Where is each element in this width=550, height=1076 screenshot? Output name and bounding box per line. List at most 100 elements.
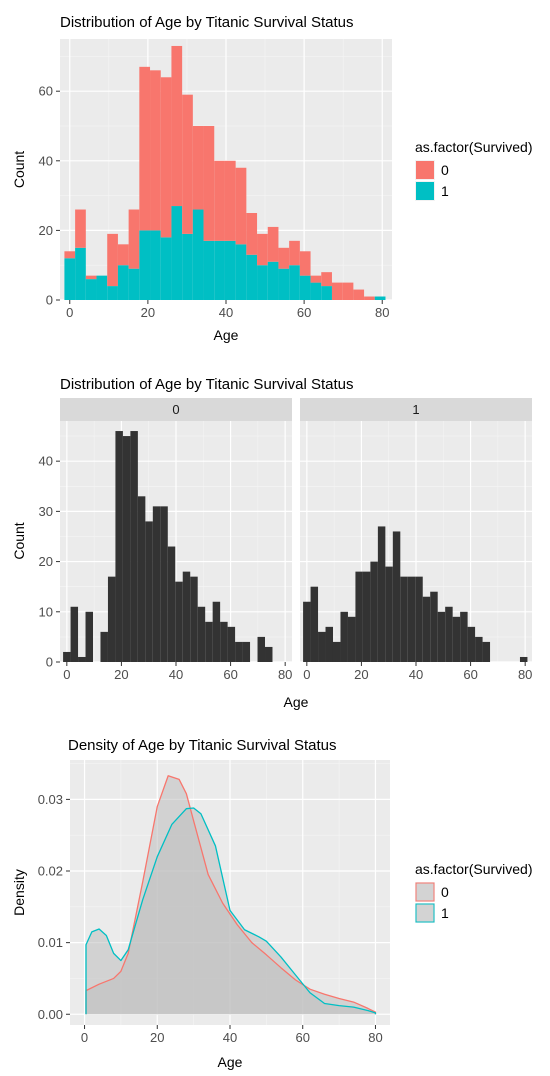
bar-survived-0 xyxy=(117,244,129,266)
bar-facet-0 xyxy=(130,431,138,662)
bar-facet-1 xyxy=(430,591,438,662)
x-tick-label: 60 xyxy=(463,667,477,682)
bar-facet-0 xyxy=(167,546,176,662)
bar-survived-0 xyxy=(107,233,118,287)
y-tick-label: 0 xyxy=(46,293,53,308)
bar-survived-0 xyxy=(246,213,258,255)
bar-survived-0 xyxy=(321,272,332,287)
legend-title: as.factor(Survived) xyxy=(415,861,532,877)
bar-facet-0 xyxy=(70,606,79,662)
bar-survived-0 xyxy=(160,77,172,238)
bar-facet-0 xyxy=(107,576,116,662)
bar-survived-1 xyxy=(128,268,140,300)
bar-survived-1 xyxy=(299,275,311,300)
y-tick-label: 0 xyxy=(46,655,53,670)
x-tick-label: 80 xyxy=(375,305,389,320)
bar-facet-1 xyxy=(318,631,326,662)
bar-facet-0 xyxy=(242,641,251,662)
bar-survived-1 xyxy=(257,265,268,300)
chart-title: Distribution of Age by Titanic Survival … xyxy=(60,376,353,393)
x-tick-label: 0 xyxy=(81,1030,88,1045)
bar-survived-1 xyxy=(96,275,108,300)
y-tick-label: 60 xyxy=(39,84,53,99)
bar-facet-0 xyxy=(220,621,228,662)
bar-survived-0 xyxy=(235,167,247,245)
bar-survived-1 xyxy=(182,233,193,300)
y-tick-label: 0.02 xyxy=(38,864,63,879)
bar-survived-0 xyxy=(75,209,86,248)
bar-survived-1 xyxy=(75,247,86,300)
bar-survived-1 xyxy=(289,265,300,300)
x-tick-label: 0 xyxy=(303,667,310,682)
bar-survived-1 xyxy=(139,230,151,300)
density-line-1 xyxy=(85,807,377,1015)
bar-facet-0 xyxy=(63,651,71,662)
bar-facet-0 xyxy=(137,496,146,662)
x-tick-label: 60 xyxy=(223,667,237,682)
bar-survived-1 xyxy=(171,206,183,300)
legend-key-1 xyxy=(416,182,434,200)
bar-survived-0 xyxy=(192,126,204,210)
y-axis-label: Count xyxy=(11,151,27,188)
bar-facet-0 xyxy=(235,641,243,662)
x-axis-label: Age xyxy=(218,1054,243,1070)
bar-facet-0 xyxy=(115,431,123,662)
legend-label-1: 1 xyxy=(441,183,449,199)
bar-survived-1 xyxy=(203,240,215,300)
bar-facet-1 xyxy=(325,626,333,662)
facet-strip-label: 0 xyxy=(172,402,179,417)
x-tick-label: 0 xyxy=(66,305,73,320)
bar-survived-1 xyxy=(117,265,129,300)
bar-facet-0 xyxy=(190,576,198,662)
y-tick-label: 20 xyxy=(39,554,53,569)
bar-survived-1 xyxy=(235,244,247,300)
bar-survived-0 xyxy=(128,209,140,269)
bar-facet-1 xyxy=(377,526,386,662)
bar-facet-1 xyxy=(437,611,446,662)
y-tick-label: 10 xyxy=(39,604,53,619)
bar-facet-0 xyxy=(175,581,183,662)
bar-survived-1 xyxy=(85,279,97,300)
bar-facet-1 xyxy=(303,601,311,662)
bar-survived-0 xyxy=(289,240,300,266)
bar-survived-0 xyxy=(139,66,151,231)
bar-survived-1 xyxy=(107,286,118,300)
legend-label-1: 1 xyxy=(441,905,449,921)
y-axis-label: Density xyxy=(11,869,27,916)
bar-facet-0 xyxy=(100,631,108,662)
bar-facet-0 xyxy=(122,436,131,662)
x-tick-label: 40 xyxy=(219,305,233,320)
x-axis-label: Age xyxy=(214,327,239,343)
x-tick-label: 40 xyxy=(409,667,423,682)
bar-survived-1 xyxy=(321,286,332,300)
y-axis-label: Count xyxy=(11,522,27,559)
density-line-0 xyxy=(85,775,377,1015)
bar-survived-1 xyxy=(267,261,279,300)
y-tick-label: 0.00 xyxy=(38,1007,63,1022)
chart-title: Density of Age by Titanic Survival Statu… xyxy=(68,737,336,754)
bar-survived-1 xyxy=(150,230,161,300)
bar-survived-0 xyxy=(150,70,161,231)
bar-facet-0 xyxy=(145,521,153,662)
bar-facet-0 xyxy=(160,506,168,662)
bar-survived-1 xyxy=(214,240,225,300)
bar-facet-0 xyxy=(85,611,93,662)
y-tick-label: 0.03 xyxy=(38,792,63,807)
y-tick-label: 40 xyxy=(39,153,53,168)
y-tick-label: 30 xyxy=(39,504,53,519)
bar-survived-0 xyxy=(353,289,365,300)
x-axis-label: Age xyxy=(284,694,309,710)
bar-survived-1 xyxy=(64,258,76,300)
x-tick-label: 40 xyxy=(169,667,183,682)
legend-title: as.factor(Survived) xyxy=(415,139,532,155)
bar-survived-0 xyxy=(331,282,343,300)
bar-facet-0 xyxy=(227,626,236,662)
bar-facet-1 xyxy=(355,571,363,662)
bar-facet-0 xyxy=(152,506,161,662)
bar-facet-1 xyxy=(310,586,319,662)
bar-facet-0 xyxy=(265,646,273,662)
x-tick-label: 20 xyxy=(114,667,128,682)
x-tick-label: 60 xyxy=(295,1030,309,1045)
x-tick-label: 60 xyxy=(297,305,311,320)
